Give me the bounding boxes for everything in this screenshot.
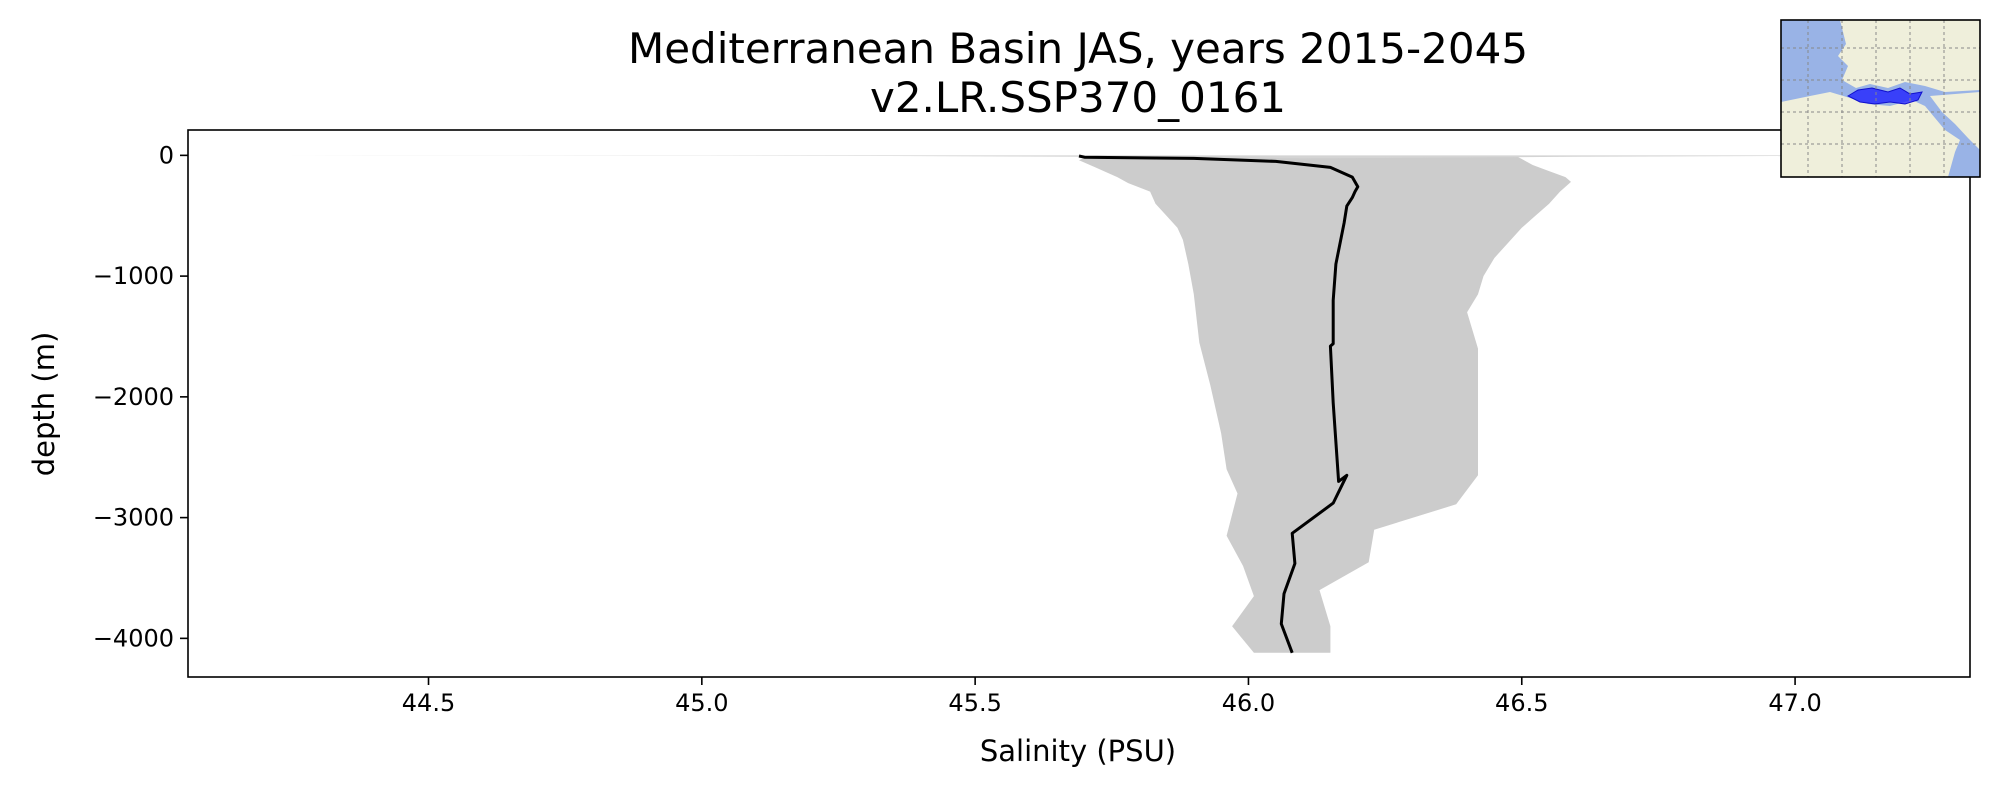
y-axis-label: depth (m) bbox=[27, 332, 61, 477]
region-map-inset bbox=[1780, 19, 1981, 178]
y-tick-label: −2000 bbox=[93, 383, 174, 411]
x-tick-label: 45.0 bbox=[675, 689, 728, 717]
y-tick-label: −4000 bbox=[93, 624, 174, 652]
series-layer bbox=[280, 154, 1932, 654]
x-tick-label: 44.5 bbox=[402, 689, 455, 717]
map-region-mediterranean bbox=[1846, 87, 1923, 105]
x-tick-label: 46.0 bbox=[1222, 689, 1275, 717]
x-tick-label: 47.0 bbox=[1768, 689, 1821, 717]
plot-area bbox=[187, 129, 1971, 678]
chart-subtitle: v2.LR.SSP370_0161 bbox=[870, 73, 1286, 122]
mean-profile-line bbox=[1078, 154, 1360, 654]
range-band bbox=[1079, 155, 1571, 653]
x-axis-label: Salinity (PSU) bbox=[980, 734, 1176, 768]
y-tick-label: −3000 bbox=[93, 504, 174, 532]
y-tick-label: 0 bbox=[159, 141, 174, 169]
y-tick-label: −1000 bbox=[93, 262, 174, 290]
map-gridlines bbox=[1781, 20, 1980, 177]
map-frame bbox=[1780, 19, 1981, 178]
chart-title: Mediterranean Basin JAS, years 2015-2045 bbox=[628, 24, 1528, 73]
y-axis: 0 −1000 −2000 −3000 −4000 bbox=[93, 141, 188, 652]
map-land-europe bbox=[1838, 20, 1980, 92]
plot-frame bbox=[187, 129, 1971, 678]
x-tick-label: 45.5 bbox=[948, 689, 1001, 717]
x-tick-label: 46.5 bbox=[1495, 689, 1548, 717]
map-land-asia bbox=[1930, 92, 1980, 150]
map-land-africa bbox=[1781, 92, 1960, 177]
x-axis: 44.5 45.0 45.5 46.0 46.5 47.0 bbox=[402, 677, 1822, 717]
